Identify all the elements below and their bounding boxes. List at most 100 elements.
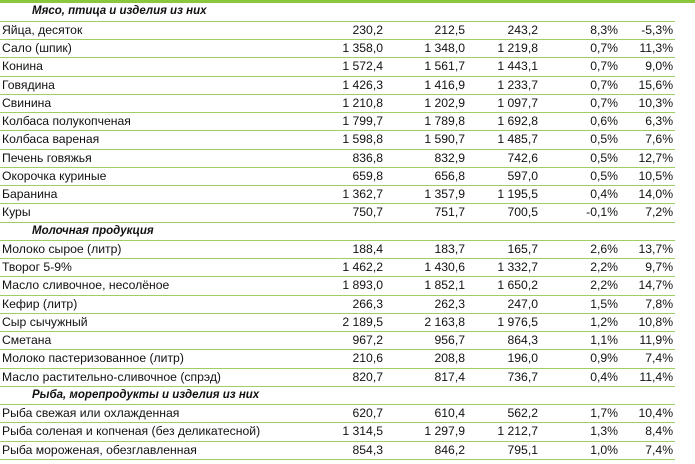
price-year-ago-cell: 1 976,5	[467, 313, 540, 333]
price-year-ago-cell: 1 485,7	[467, 130, 540, 150]
price-previous-cell: 1 348,0	[385, 39, 467, 59]
table-row: Сало (шпик) 1 358,0 1 348,0 1 219,8 0,7% 11,3…	[0, 39, 676, 59]
price-year-ago-cell: 1 212,7	[467, 422, 540, 442]
change-year-cell: 7,4%	[620, 441, 676, 460]
price-current-cell: 2 189,5	[302, 313, 385, 333]
product-name-cell: Колбаса полукопченая	[0, 112, 302, 132]
price-table: Мясо, птица и изделия из них Яйца, десято…	[0, 3, 676, 460]
table-row: Масло растительно-сливочное (спрэд) 820,7…	[0, 368, 676, 387]
product-name-cell: Масло растительно-сливочное (спрэд)	[0, 368, 302, 387]
header-accent-bar	[0, 0, 695, 3]
table-row: Молоко пастеризованное (литр) 210,6 208,8 1…	[0, 349, 676, 369]
change-period-cell: 0,9%	[540, 349, 620, 369]
product-name-cell: Печень говяжья	[0, 149, 302, 168]
price-previous-cell: 2 163,8	[385, 313, 467, 333]
price-current-cell: 1 598,8	[302, 130, 385, 150]
change-year-cell: 11,4%	[620, 368, 676, 387]
change-year-cell: 6,3%	[620, 112, 676, 132]
table-row: Окорочка куриные 659,8 656,8 597,0 0,5% 10,5%	[0, 167, 676, 187]
price-current-cell: 1 210,8	[302, 94, 385, 114]
product-name-cell: Молоко пастеризованное (литр)	[0, 349, 302, 369]
price-current-cell: 1 358,0	[302, 39, 385, 59]
price-previous-cell: 610,4	[385, 404, 467, 424]
change-period-cell: 0,4%	[540, 368, 620, 387]
price-year-ago-cell: 1 219,8	[467, 39, 540, 59]
price-current-cell: 1 362,7	[302, 185, 385, 205]
change-year-cell: 15,6%	[620, 76, 676, 95]
product-name-cell: Сыр сычужный	[0, 313, 302, 333]
price-year-ago-cell: 196,0	[467, 349, 540, 369]
price-previous-cell: 656,8	[385, 167, 467, 187]
product-name-cell: Окорочка куриные	[0, 167, 302, 187]
product-name-cell: Рыба соленая и копченая (без деликатесно…	[0, 422, 302, 442]
table-row: Рыба свежая или охлажденная 620,7 610,4 562…	[0, 404, 676, 424]
product-name-cell: Кефир (литр)	[0, 295, 302, 314]
price-current-cell: 750,7	[302, 203, 385, 223]
change-period-cell: 2,2%	[540, 258, 620, 278]
section-title: Мясо, птица и изделия из них	[0, 3, 676, 22]
price-current-cell: 1 893,0	[302, 276, 385, 296]
price-current-cell: 854,3	[302, 441, 385, 460]
change-period-cell: 0,7%	[540, 57, 620, 77]
change-year-cell: 10,3%	[620, 94, 676, 114]
change-period-cell: 0,7%	[540, 76, 620, 95]
price-year-ago-cell: 1 650,2	[467, 276, 540, 296]
change-year-cell: 10,5%	[620, 167, 676, 187]
change-period-cell: 0,5%	[540, 149, 620, 168]
price-previous-cell: 956,7	[385, 331, 467, 351]
price-previous-cell: 1 430,6	[385, 258, 467, 278]
price-previous-cell: 1 297,9	[385, 422, 467, 442]
change-period-cell: 0,5%	[540, 130, 620, 150]
price-previous-cell: 1 852,1	[385, 276, 467, 296]
table-row: Сыр сычужный 2 189,5 2 163,8 1 976,5 1,2% 10,…	[0, 313, 676, 333]
price-year-ago-cell: 562,2	[467, 404, 540, 424]
table-row: Говядина 1 426,3 1 416,9 1 233,7 0,7% 15,6%	[0, 76, 676, 95]
change-year-cell: 12,7%	[620, 149, 676, 168]
price-year-ago-cell: 742,6	[467, 149, 540, 168]
price-year-ago-cell: 247,0	[467, 295, 540, 314]
section-header-row: Рыба, морепродукты и изделия из них	[0, 386, 676, 406]
product-name-cell: Колбаса вареная	[0, 130, 302, 150]
price-previous-cell: 832,9	[385, 149, 467, 168]
price-year-ago-cell: 1 443,1	[467, 57, 540, 77]
change-year-cell: 7,4%	[620, 349, 676, 369]
price-previous-cell: 1 357,9	[385, 185, 467, 205]
product-name-cell: Баранина	[0, 185, 302, 205]
price-current-cell: 620,7	[302, 404, 385, 424]
price-previous-cell: 1 590,7	[385, 130, 467, 150]
price-previous-cell: 208,8	[385, 349, 467, 369]
change-period-cell: 0,7%	[540, 94, 620, 114]
price-year-ago-cell: 795,1	[467, 441, 540, 460]
change-year-cell: 13,7%	[620, 240, 676, 260]
price-table-body: Мясо, птица и изделия из них Яйца, десято…	[0, 3, 676, 460]
change-year-cell: 7,6%	[620, 130, 676, 150]
change-period-cell: 1,0%	[540, 441, 620, 460]
product-name-cell: Свинина	[0, 94, 302, 114]
change-year-cell: 7,8%	[620, 295, 676, 314]
table-row: Рыба мороженая, обезглавленная 854,3 846,2…	[0, 441, 676, 460]
table-row: Масло сливочное, несолёное 1 893,0 1 852,1…	[0, 276, 676, 296]
price-previous-cell: 1 789,8	[385, 112, 467, 132]
price-current-cell: 1 462,2	[302, 258, 385, 278]
change-year-cell: 7,2%	[620, 203, 676, 223]
table-row: Баранина 1 362,7 1 357,9 1 195,5 0,4% 14,0%	[0, 185, 676, 205]
price-year-ago-cell: 1 195,5	[467, 185, 540, 205]
change-period-cell: 8,3%	[540, 21, 620, 41]
price-year-ago-cell: 1 097,7	[467, 94, 540, 114]
table-row: Сметана 967,2 956,7 864,3 1,1% 11,9%	[0, 331, 676, 351]
price-current-cell: 266,3	[302, 295, 385, 314]
product-name-cell: Творог 5-9%	[0, 258, 302, 278]
price-year-ago-cell: 243,2	[467, 21, 540, 41]
table-row: Куры 750,7 751,7 700,5 -0,1% 7,2%	[0, 203, 676, 223]
section-title: Рыба, морепродукты и изделия из них	[0, 386, 676, 406]
price-year-ago-cell: 864,3	[467, 331, 540, 351]
price-current-cell: 967,2	[302, 331, 385, 351]
table-row: Свинина 1 210,8 1 202,9 1 097,7 0,7% 10,3%	[0, 94, 676, 114]
change-period-cell: 1,5%	[540, 295, 620, 314]
section-title: Молочная продукция	[0, 222, 676, 241]
price-current-cell: 820,7	[302, 368, 385, 387]
change-period-cell: 1,2%	[540, 313, 620, 333]
product-name-cell: Сало (шпик)	[0, 39, 302, 59]
table-row: Яйца, десяток 230,2 212,5 243,2 8,3% -5,3%	[0, 21, 676, 41]
section-header-row: Мясо, птица и изделия из них	[0, 3, 676, 22]
